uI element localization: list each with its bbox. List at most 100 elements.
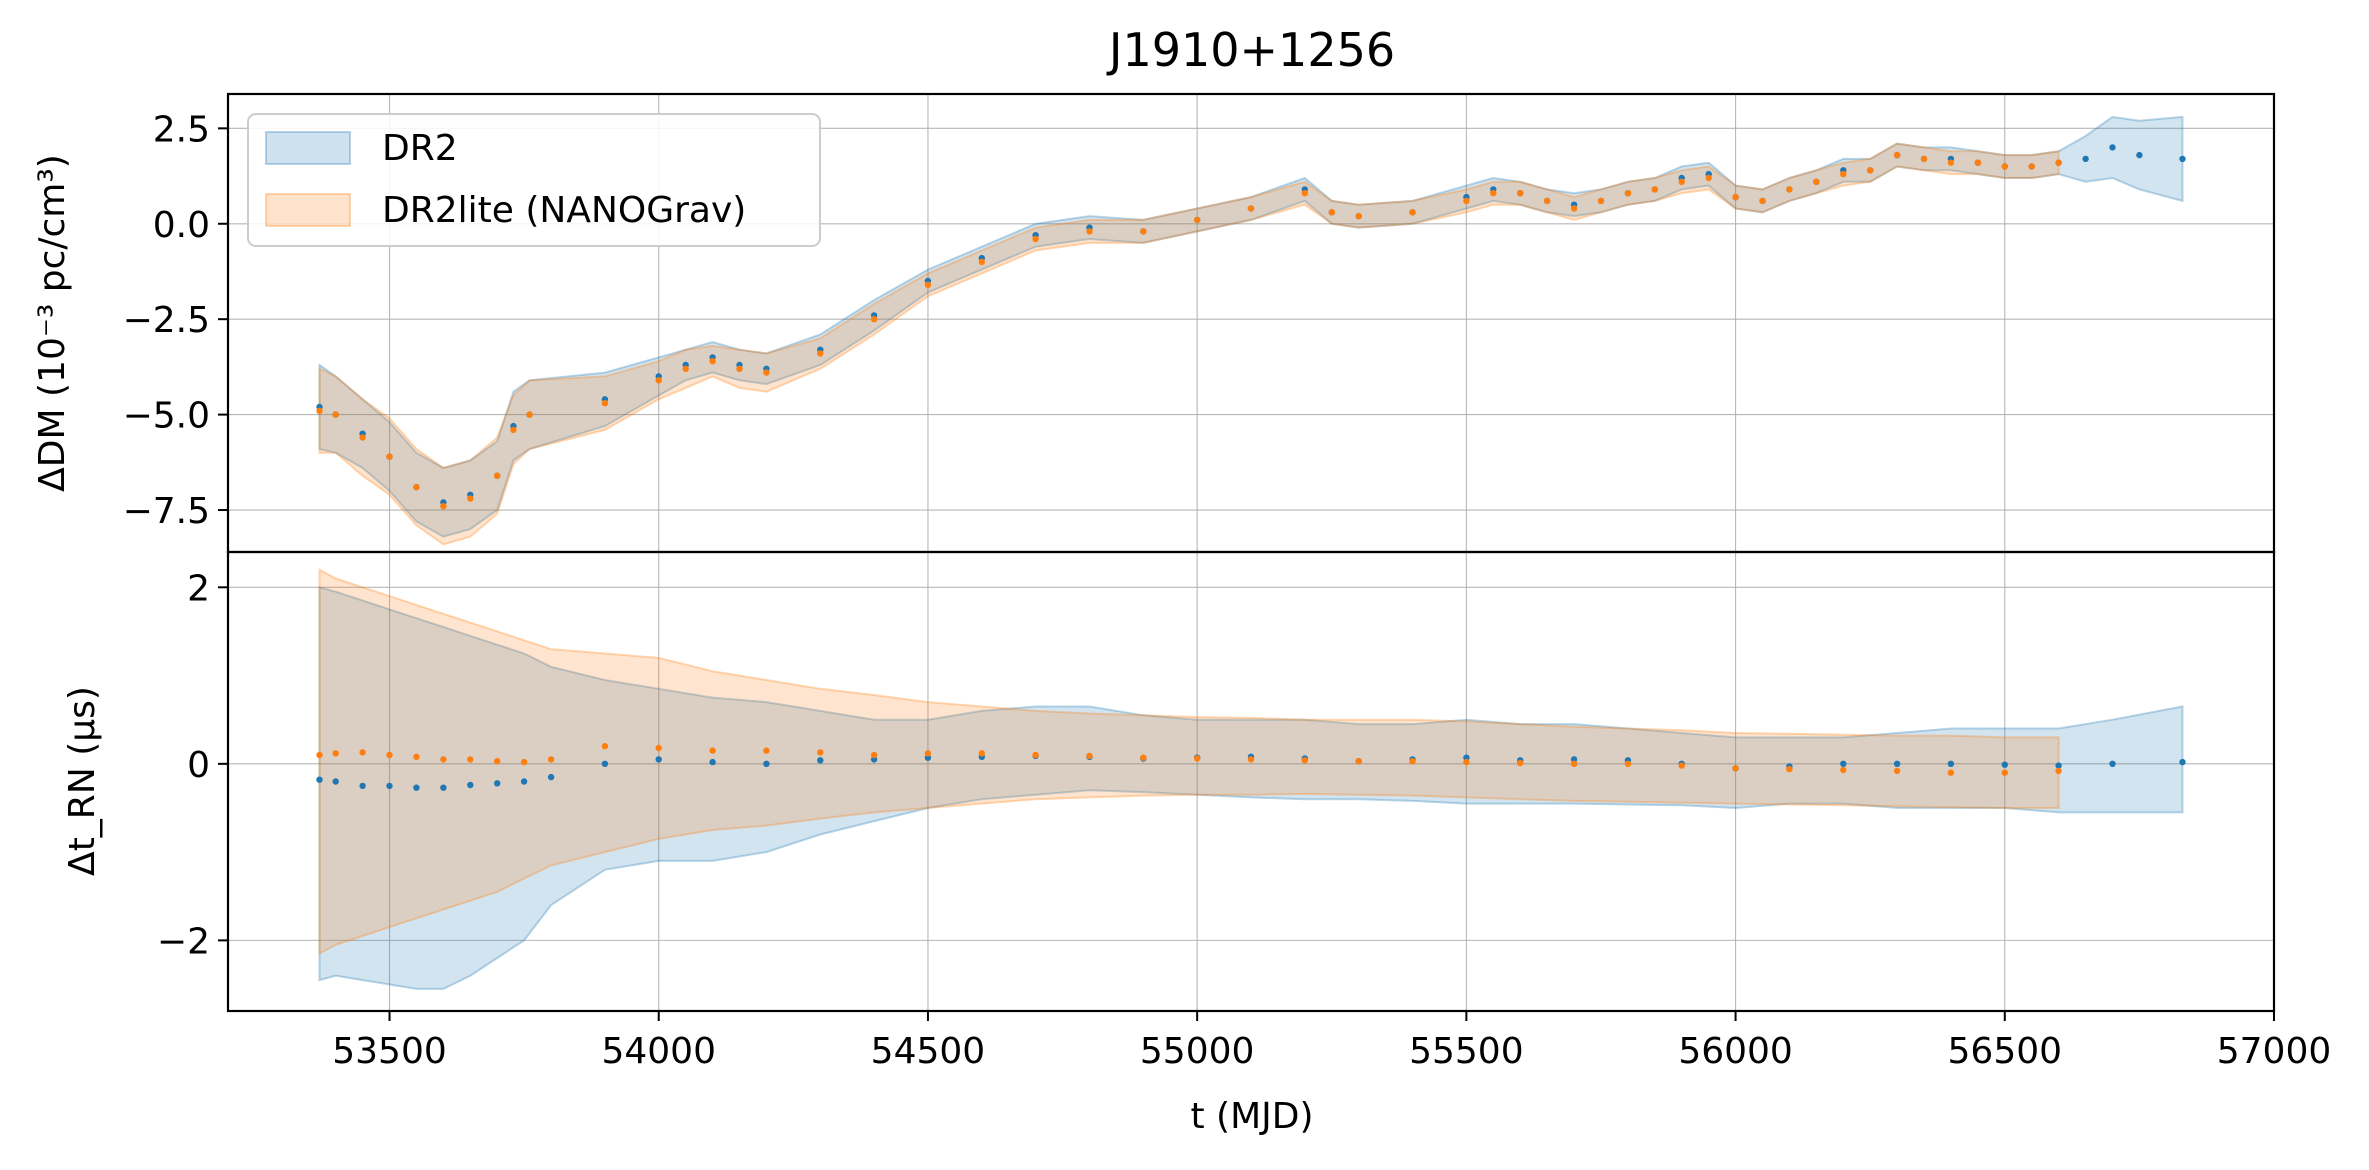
dm-point-dr2lite xyxy=(332,411,339,418)
rn-point-dr2lite xyxy=(547,756,555,763)
rn-point-dr2lite xyxy=(1409,758,1416,765)
x-axis-ticks: 53500 54000 54500 55000 55500 56000 56500 57000 xyxy=(332,1011,2331,1072)
dm-y-tick-label: 0.0 xyxy=(153,205,210,246)
rn-panel-grid xyxy=(228,552,2274,1011)
dm-point-dr2lite xyxy=(1624,190,1632,197)
dm-point-dr2lite xyxy=(1140,228,1147,235)
dm-point-dr2lite xyxy=(510,426,517,434)
x-tick-label: 54000 xyxy=(601,1031,716,1072)
dm-point-dr2lite xyxy=(440,503,447,510)
dm-point-dr2lite xyxy=(817,350,824,357)
dm-y-tick-label: 2.5 xyxy=(153,109,210,150)
rn-point-dr2 xyxy=(1893,760,1901,767)
rn-point-dr2 xyxy=(817,757,824,764)
rn-point-dr2lite xyxy=(924,750,932,757)
rn-point-dr2 xyxy=(332,778,339,785)
rn-point-dr2lite xyxy=(413,753,420,760)
rn-y-tick-label: −2 xyxy=(157,921,210,962)
rn-point-dr2 xyxy=(413,784,420,791)
dm-point-dr2lite xyxy=(763,369,770,376)
legend-label-dr2: DR2 xyxy=(382,128,458,169)
rn-point-dr2lite xyxy=(1947,769,1955,776)
rn-point-dr2lite xyxy=(978,750,985,757)
rn-point-dr2lite xyxy=(1140,754,1147,761)
rn-point-dr2 xyxy=(316,776,323,783)
rn-y-tick-label: 2 xyxy=(187,568,210,609)
dm-point-dr2 xyxy=(2179,155,2186,163)
dm-point-dr2lite xyxy=(316,407,323,414)
rn-point-dr2 xyxy=(2001,761,2009,768)
dm-point-dr2lite xyxy=(467,495,474,502)
dm-point-dr2lite xyxy=(1355,212,1362,220)
rn-point-dr2lite xyxy=(1086,752,1093,760)
rn-point-dr2lite xyxy=(1678,762,1685,769)
dm-panel-y-ticks: 2.5 0.0 −2.5 −5.0 −7.5 xyxy=(123,109,228,532)
dm-point-dr2lite xyxy=(1247,205,1255,212)
rn-point-dr2lite xyxy=(1517,759,1524,767)
legend-frame xyxy=(247,113,821,247)
dm-point-dr2lite xyxy=(682,365,689,372)
rn-point-dr2lite xyxy=(359,749,366,756)
rn-panel-frame xyxy=(226,550,2276,1013)
rn-point-dr2 xyxy=(494,780,501,787)
rn-point-dr2lite xyxy=(1732,765,1739,772)
rn-point-dr2lite xyxy=(817,749,824,756)
x-tick-label: 55000 xyxy=(1140,1031,1255,1072)
dm-point-dr2lite xyxy=(1597,197,1605,205)
x-tick-label: 57000 xyxy=(2217,1031,2332,1072)
dm-y-tick-label: −5.0 xyxy=(123,396,210,437)
rn-point-dr2 xyxy=(440,784,447,791)
dm-point-dr2lite xyxy=(1920,155,1928,163)
rn-point-dr2lite xyxy=(494,758,501,765)
dm-panel-bands xyxy=(318,115,2184,546)
dm-point-dr2lite xyxy=(1409,209,1416,216)
dm-point-dr2lite xyxy=(1705,174,1712,182)
dm-point-dr2lite xyxy=(386,453,393,460)
rn-point-dr2lite xyxy=(763,747,770,754)
dm-point-dr2lite xyxy=(1732,193,1739,201)
dm-point-dr2lite xyxy=(978,258,985,266)
dm-point-dr2lite xyxy=(2055,159,2062,166)
rn-point-dr2lite xyxy=(1355,758,1362,765)
rn-point-dr2lite xyxy=(655,744,662,752)
rn-point-dr2 xyxy=(709,758,716,766)
dm-point-dr2lite xyxy=(494,472,501,479)
rn-panel-bands xyxy=(318,568,2184,990)
rn-point-dr2lite xyxy=(1032,751,1039,759)
legend-swatch-dr2 xyxy=(265,131,351,165)
rn-point-dr2 xyxy=(1840,760,1847,767)
dm-point-dr2lite xyxy=(2028,163,2035,170)
dm-point-dr2lite xyxy=(736,365,743,372)
dm-point-dr2 xyxy=(2109,144,2116,151)
rn-point-dr2 xyxy=(601,760,609,767)
rn-band-dr2lite xyxy=(318,568,2060,956)
rn-point-dr2lite xyxy=(1247,756,1255,763)
x-tick-label: 53500 xyxy=(332,1031,447,1072)
dm-point-dr2lite xyxy=(1974,159,1982,166)
dm-point-dr2lite xyxy=(359,434,366,441)
dm-y-tick-label: −7.5 xyxy=(123,491,210,532)
rn-point-dr2lite xyxy=(1786,765,1793,773)
legend: DR2 DR2lite (NANOGrav) xyxy=(247,113,821,247)
rn-point-dr2lite xyxy=(467,756,474,763)
dm-point-dr2lite xyxy=(1893,151,1901,159)
dm-point-dr2lite xyxy=(601,400,609,407)
dm-point-dr2lite xyxy=(924,281,932,288)
dm-point-dr2lite xyxy=(1194,216,1201,224)
rn-point-dr2 xyxy=(763,760,770,767)
rn-point-dr2lite xyxy=(870,751,878,759)
rn-panel-y-label: Δt_RN (μs) xyxy=(62,686,103,876)
dm-point-dr2lite xyxy=(870,316,878,323)
dm-band-dr2 xyxy=(318,115,2184,538)
dm-point-dr2lite xyxy=(1759,197,1766,205)
rn-point-dr2 xyxy=(386,782,393,790)
dm-point-dr2lite xyxy=(1840,170,1847,178)
dm-panel-y-label: ΔDM (10⁻³ pc/cm³) xyxy=(32,154,73,492)
dm-point-dr2lite xyxy=(655,377,662,384)
dm-point-dr2lite xyxy=(2001,163,2009,170)
dm-point-dr2lite xyxy=(1813,178,1820,185)
rn-point-dr2 xyxy=(520,778,528,785)
dm-point-dr2lite xyxy=(1570,205,1578,212)
rn-point-dr2lite xyxy=(1840,766,1847,774)
